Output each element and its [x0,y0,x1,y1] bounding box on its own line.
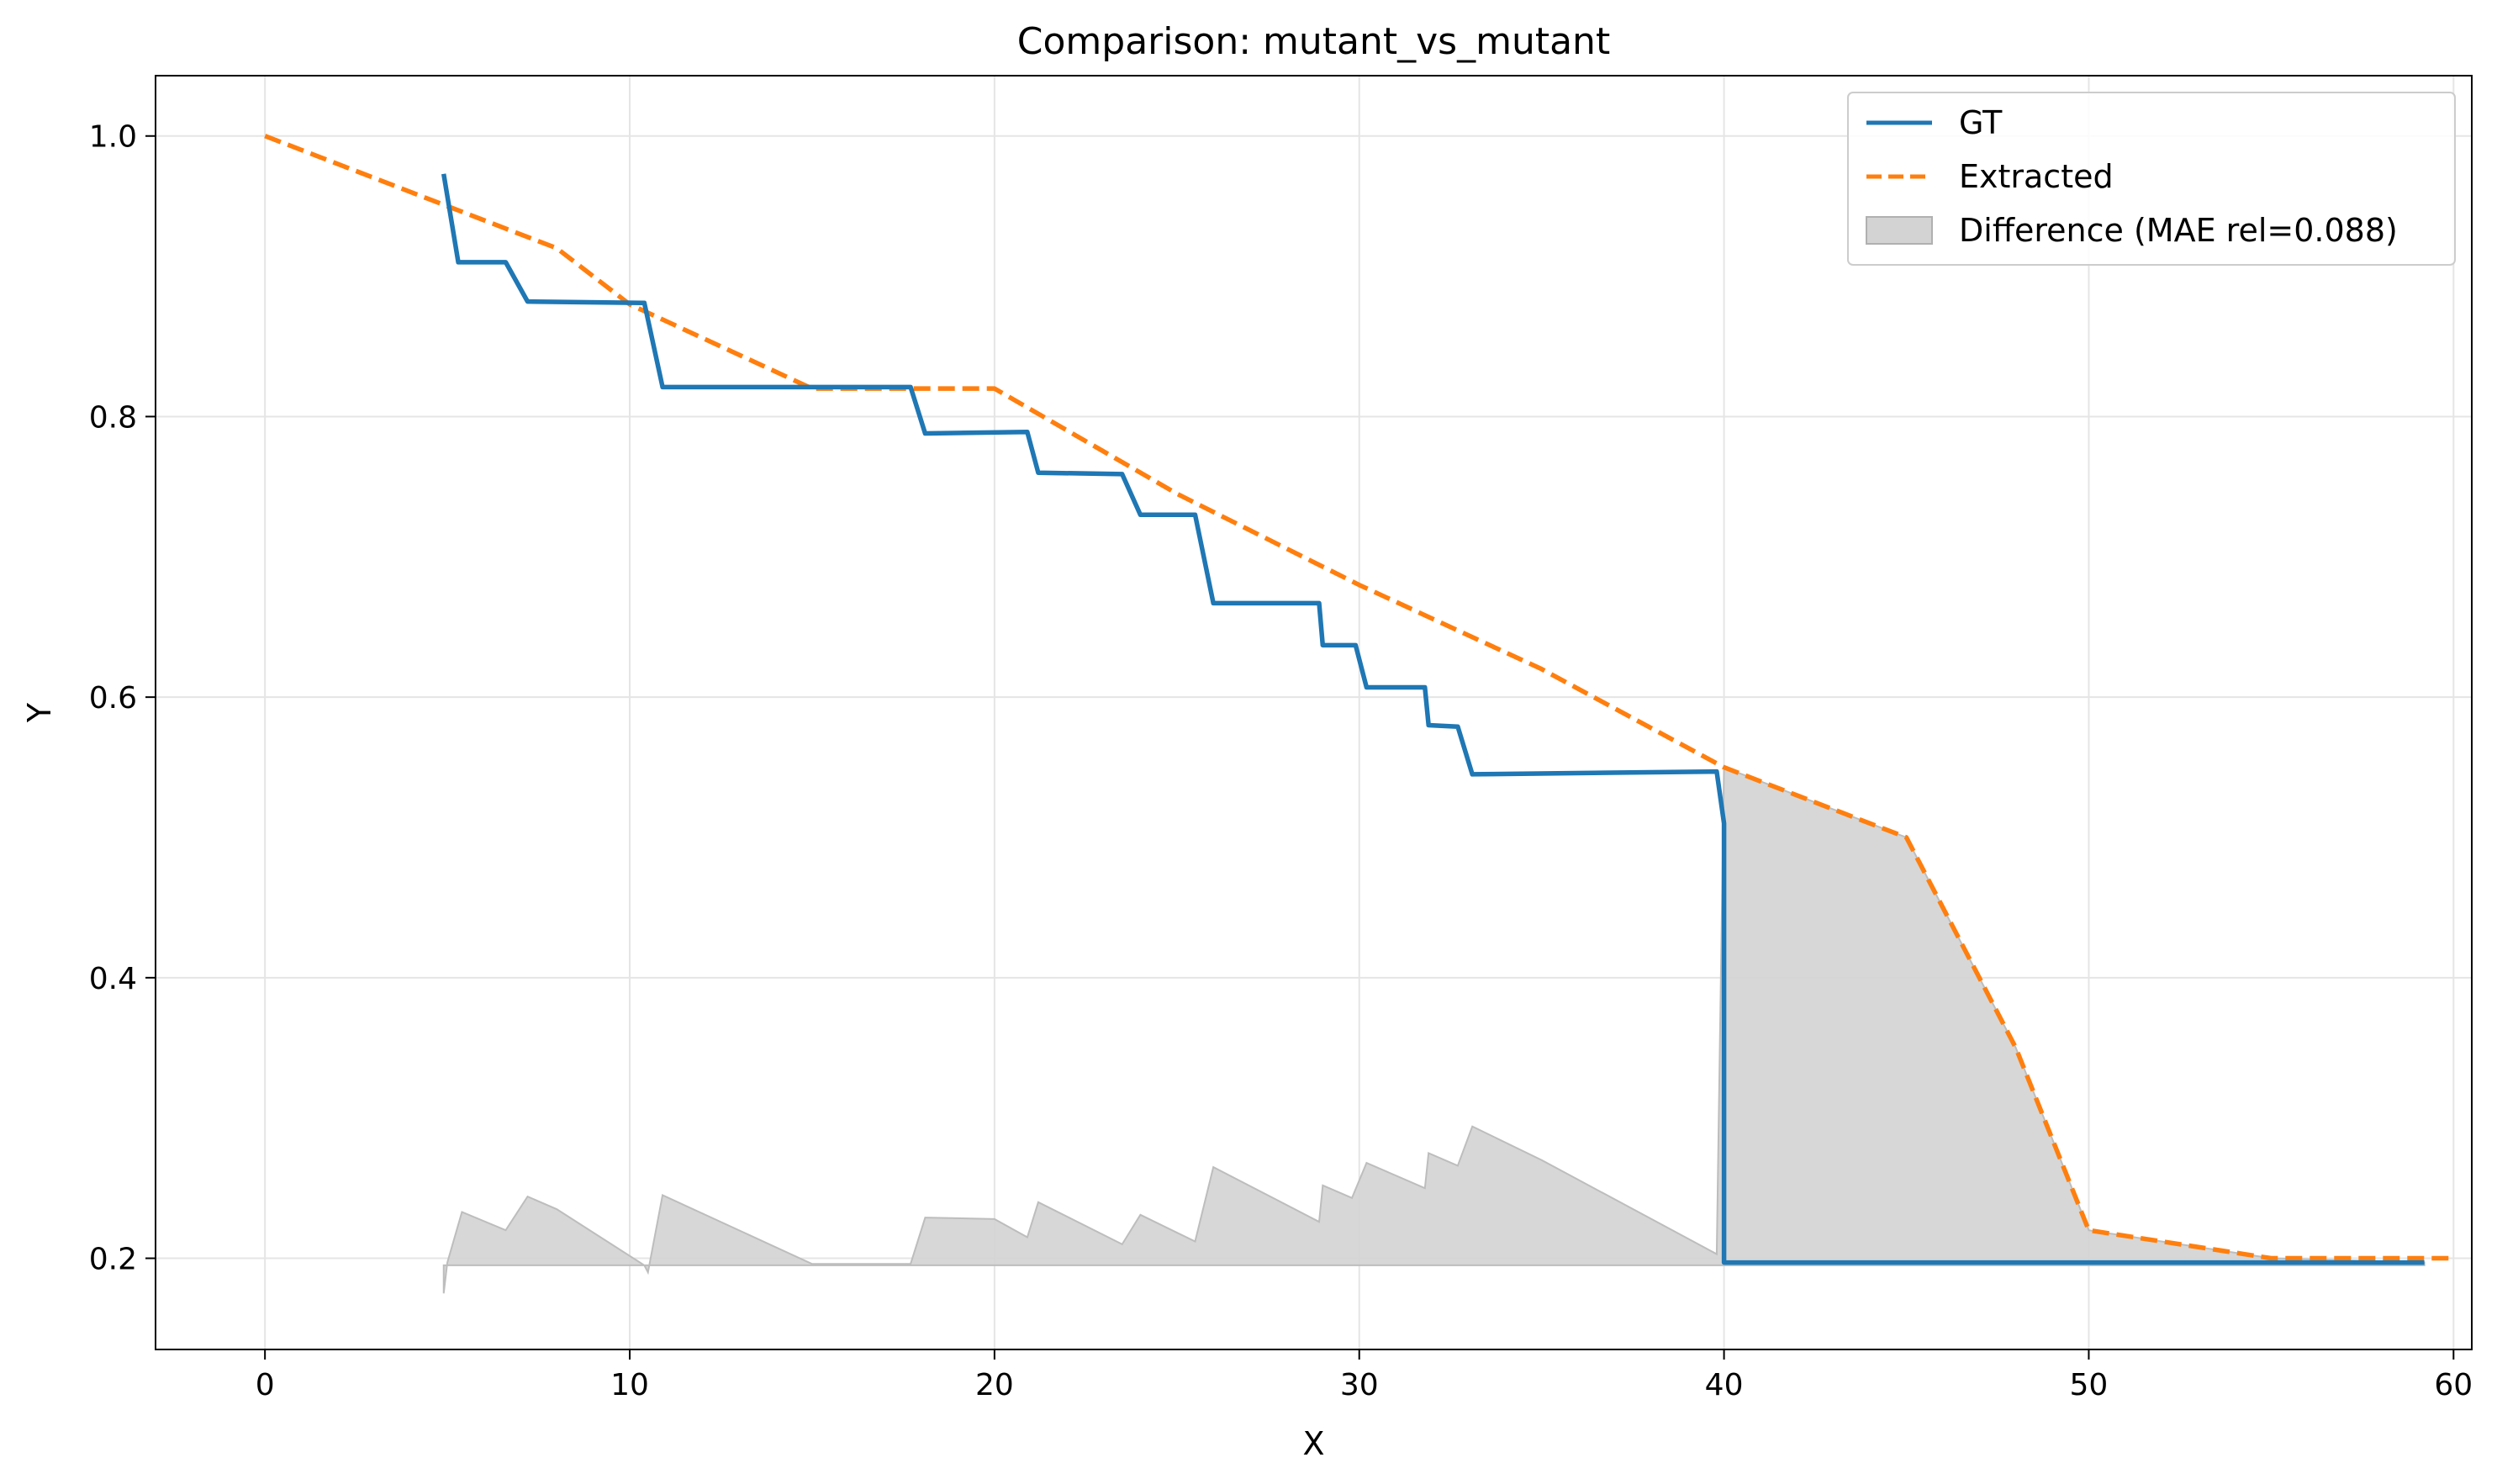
axis-ticks: 0 10 20 30 40 50 60 0.2 0.4 0.6 0.8 1.0 [89,120,2473,1402]
y-axis-label: Y [21,702,58,723]
y-tick-label: 1.0 [89,120,137,155]
x-tick-label: 0 [256,1368,275,1402]
x-tick-label: 10 [610,1368,649,1402]
x-axis-label: X [1302,1425,1324,1462]
extracted-series-line [264,134,2454,1261]
x-tick-label: 40 [1705,1368,1744,1402]
legend-extracted-label: Extracted [1959,158,2114,195]
series-lines [264,134,2454,1265]
legend: GT Extracted Difference (MAE rel=0.088) [1847,92,2456,266]
y-tick-label: 0.4 [89,962,137,996]
y-tick-label: 0.6 [89,681,137,716]
legend-difference-label: Difference (MAE rel=0.088) [1959,212,2398,249]
x-tick-label: 20 [975,1368,1014,1402]
x-tick-label: 60 [2434,1368,2473,1402]
difference-area-layer [442,766,2426,1294]
chart-title: Comparison: mutant_vs_mutant [1017,20,1610,63]
x-tick-label: 30 [1340,1368,1379,1402]
plot-frame [155,75,2473,1350]
y-tick-label: 0.2 [89,1243,137,1277]
legend-difference-swatch [1866,216,1933,245]
legend-box [1847,92,2456,266]
x-tick-label: 50 [2070,1368,2109,1402]
difference-area [442,766,2426,1294]
legend-gt-label: GT [1959,104,2003,141]
y-tick-label: 0.8 [89,400,137,435]
gt-series-line [441,173,2425,1265]
